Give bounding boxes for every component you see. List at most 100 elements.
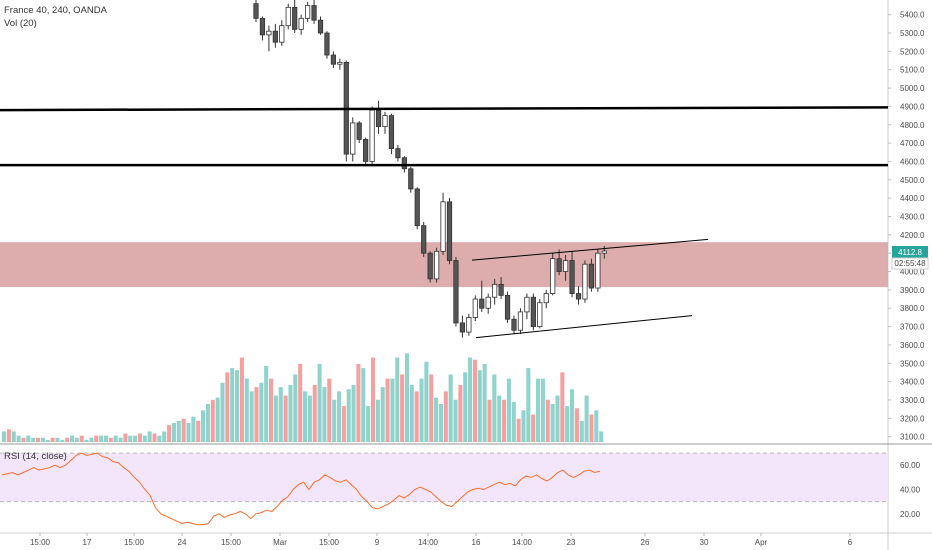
time-axis[interactable]: 15:00 17 15:00 24 15:00 Mar 15:00 9 14:00 16 14:00…: [30, 533, 853, 547]
volume-bar: [55, 437, 60, 442]
candle: [569, 251, 575, 298]
price-tick-label: 5300.0: [900, 29, 925, 38]
candle-body: [588, 263, 595, 289]
time-tick-label: 16: [472, 538, 481, 547]
candle-body: [524, 296, 530, 313]
candle-body: [595, 252, 601, 289]
candle: [356, 121, 362, 144]
volume-bar: [336, 391, 342, 442]
volume-bar: [288, 385, 293, 442]
price-tick-label: 3700.0: [900, 323, 925, 332]
candle-body: [414, 188, 420, 227]
candle: [556, 249, 562, 276]
candle: [285, 3, 291, 30]
candle-body: [446, 201, 453, 261]
countdown-box: [891, 257, 929, 270]
candle: [459, 315, 466, 338]
volume-bar: [35, 437, 41, 442]
candle-body: [466, 317, 472, 333]
volume-bar: [303, 391, 308, 442]
volume-bar: [142, 435, 147, 442]
volume-bar: [555, 395, 560, 442]
candle-body: [304, 5, 311, 19]
price-tick-label: 3300.0: [900, 396, 925, 405]
candle: [298, 14, 304, 35]
volume-bar: [594, 410, 599, 442]
price-tick-label: 5200.0: [900, 47, 925, 56]
price-tick-label: 4500.0: [900, 176, 925, 185]
rsi-line: [1, 452, 601, 526]
volume-bar: [278, 387, 283, 442]
volume-bar: [162, 431, 167, 442]
volume-bar: [545, 399, 550, 442]
candle: [582, 260, 588, 303]
volume-bar: [497, 395, 502, 442]
time-tick-label: Apr: [755, 538, 768, 547]
volume-bar: [167, 425, 172, 442]
candle-body: [427, 252, 433, 280]
candle: [543, 289, 549, 309]
time-tick-label: 15:00: [124, 538, 145, 547]
volume-bar: [589, 414, 594, 442]
volume-bar: [133, 435, 138, 442]
candle-body: [504, 294, 511, 320]
candle: [472, 295, 478, 322]
volume-bar: [239, 357, 244, 442]
volume-bar: [516, 418, 521, 442]
price-tick-label: 4300.0: [900, 212, 925, 221]
volume-bar: [69, 435, 75, 442]
volume-bar: [220, 382, 225, 442]
volume-bar: [6, 429, 11, 442]
volume-bar: [414, 391, 419, 442]
channel-lower-line: [475, 315, 693, 339]
volume-bar: [472, 359, 477, 442]
volume-bar: [390, 378, 395, 442]
candle: [504, 291, 511, 323]
volume-bar: [79, 435, 84, 442]
volume-bar: [283, 395, 288, 442]
candle-body: [530, 296, 536, 327]
volume-bar: [74, 437, 79, 442]
candle-body: [337, 61, 343, 65]
drawn-lines[interactable]: [0, 106, 889, 339]
candle: [408, 166, 414, 193]
volume-bar: [50, 437, 55, 442]
price-tick-label: 4000.0: [900, 268, 925, 277]
candle-body: [266, 30, 272, 36]
time-tick-label: 30: [700, 538, 709, 547]
volume-bar: [157, 435, 162, 442]
volume-bar: [341, 406, 346, 442]
candle-body: [537, 302, 543, 327]
candle-body: [408, 168, 414, 190]
candle: [311, 0, 317, 24]
volume-bar: [482, 363, 487, 442]
time-tick-label: 15:00: [30, 538, 51, 547]
volume-bar: [351, 385, 356, 442]
candle-body: [292, 6, 298, 30]
candle: [550, 253, 556, 296]
volume-label[interactable]: Vol (20): [4, 18, 37, 29]
volume-bar: [230, 368, 235, 442]
volume-bar: [511, 401, 516, 442]
candle: [421, 222, 427, 257]
price-tick-label: 4800.0: [900, 121, 925, 130]
volume-bar: [468, 357, 473, 442]
price-tag-box: [892, 246, 928, 258]
time-tick-label: 17: [83, 538, 92, 547]
rsi-band: [0, 453, 888, 502]
volume-bar: [312, 385, 317, 442]
candle-body: [459, 322, 466, 333]
time-tick-label: 14:00: [512, 538, 533, 547]
resistance-line-upper: [0, 106, 889, 112]
candle-body: [556, 258, 562, 272]
candle-body: [395, 148, 401, 159]
volume-bar: [11, 431, 16, 442]
symbol-title[interactable]: France 40, 240, OANDA: [4, 5, 107, 16]
candle-body: [311, 5, 317, 21]
volume-bar: [366, 406, 371, 442]
volume-bar: [84, 439, 89, 442]
candle: [595, 249, 601, 292]
rsi-label[interactable]: RSI (14, close): [4, 451, 67, 462]
candle-body: [498, 283, 504, 296]
